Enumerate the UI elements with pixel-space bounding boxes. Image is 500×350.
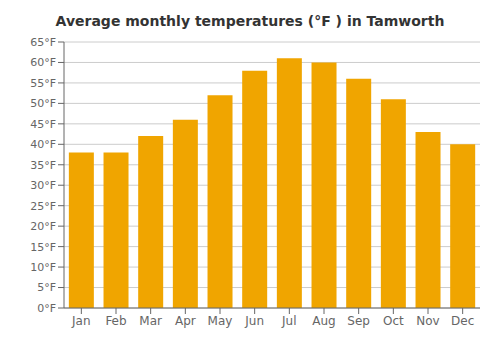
svg-text:Jan: Jan <box>71 314 91 328</box>
svg-text:50°F: 50°F <box>30 97 56 110</box>
svg-text:35°F: 35°F <box>30 159 56 172</box>
svg-text:30°F: 30°F <box>30 179 56 192</box>
svg-text:0°F: 0°F <box>37 302 56 315</box>
svg-text:Feb: Feb <box>105 314 126 328</box>
svg-text:40°F: 40°F <box>30 138 56 151</box>
svg-text:Mar: Mar <box>139 314 162 328</box>
svg-text:Sep: Sep <box>347 314 370 328</box>
html-text:Average monthly temperatures (: Average monthly temperatures (°F ) in Ta… <box>55 13 445 29</box>
svg-text:15°F: 15°F <box>30 241 56 254</box>
svg-text:55°F: 55°F <box>30 77 56 90</box>
svg-text:Dec: Dec <box>451 314 474 328</box>
svg-text:Aug: Aug <box>312 314 335 328</box>
svg-text:20°F: 20°F <box>30 220 56 233</box>
svg-text:Jun: Jun <box>244 314 264 328</box>
svg-text:Oct: Oct <box>383 314 404 328</box>
svg-text:Nov: Nov <box>416 314 439 328</box>
svg-text:45°F: 45°F <box>30 118 56 131</box>
svg-text:5°F: 5°F <box>37 281 56 294</box>
svg-text:60°F: 60°F <box>30 56 56 69</box>
svg-text:Apr: Apr <box>175 314 196 328</box>
svg-text:10°F: 10°F <box>30 261 56 274</box>
svg-text:Jul: Jul <box>281 314 296 328</box>
svg-text:25°F: 25°F <box>30 200 56 213</box>
svg-text:65°F: 65°F <box>30 36 56 49</box>
svg-text:May: May <box>208 314 233 328</box>
